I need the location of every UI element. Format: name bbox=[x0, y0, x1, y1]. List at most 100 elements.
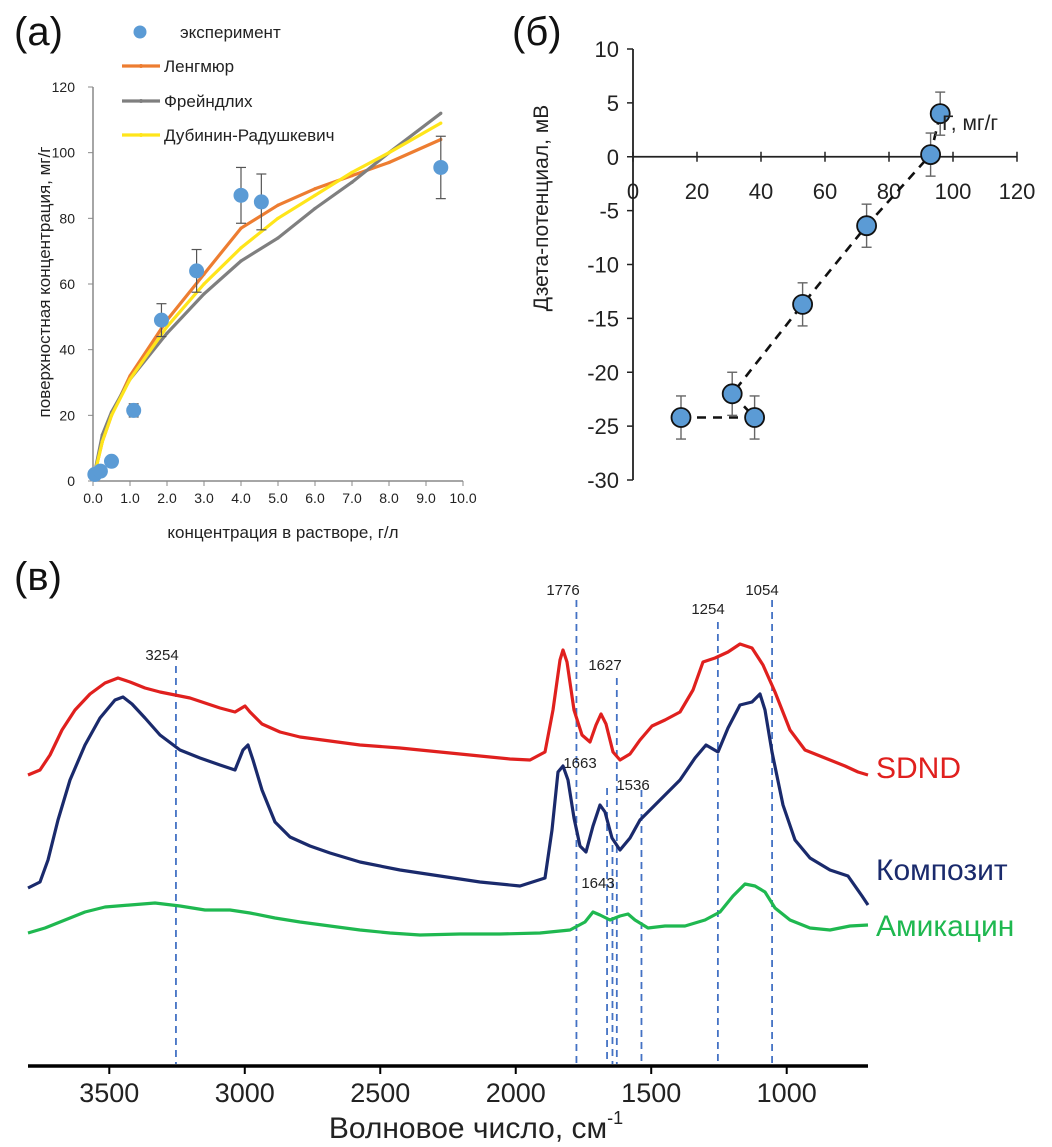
chart-c-peak-lines: 3254 1776 1627 1663 1536 1643 1254 1054 bbox=[145, 582, 779, 1064]
model-marker bbox=[313, 206, 317, 211]
series-amikacin-spectrum bbox=[27, 882, 869, 937]
model-marker bbox=[202, 292, 206, 296]
experiment-point bbox=[92, 463, 108, 479]
chart-b-x-tick-label: 0 bbox=[627, 179, 639, 204]
chart-a-xlabel: концентрация в растворе, г/л bbox=[167, 523, 398, 542]
chart-a-x-tick-label: 1.0 bbox=[120, 490, 140, 506]
chart-b-xlabel: Г, мг/г bbox=[942, 112, 998, 135]
chart-c-series-labels: SDND Композит Амикацин bbox=[876, 752, 1014, 943]
peak-label: 1643 bbox=[581, 875, 614, 892]
model-marker bbox=[276, 216, 280, 220]
chart-a-x-tick-label: 6.0 bbox=[305, 490, 325, 506]
legend-label: Ленгмюр bbox=[164, 57, 234, 76]
chart-a-legend: эксперимент Ленгмюр Фрейндлих Дубинин-Радуш… bbox=[122, 23, 335, 145]
model-marker bbox=[239, 226, 243, 230]
model-marker bbox=[387, 151, 391, 155]
chart-b-ylabel: Дзета-потенциал, мВ bbox=[530, 105, 553, 311]
chart-c-x-tick-label: 2500 bbox=[350, 1078, 410, 1108]
experiment-point bbox=[433, 159, 449, 175]
peak-label: 1663 bbox=[563, 755, 596, 772]
experiment-point bbox=[153, 312, 169, 328]
series-composite-spectrum bbox=[27, 692, 870, 906]
model-marker bbox=[439, 121, 443, 125]
zeta-point bbox=[856, 215, 877, 237]
chart-b-x-tick-label: 100 bbox=[935, 179, 972, 204]
chart-a-x-tick-label: 9.0 bbox=[416, 490, 436, 506]
panel-b-label: (б) bbox=[512, 10, 562, 54]
peak-label: 1627 bbox=[588, 657, 621, 674]
experiment-point bbox=[189, 263, 205, 279]
series-sdnd-spectrum bbox=[27, 642, 869, 777]
model-curve-1 bbox=[91, 138, 442, 482]
chart-a-y-tick-label: 100 bbox=[52, 145, 76, 161]
model-marker bbox=[109, 413, 114, 417]
chart-c-x-tick-label: 2000 bbox=[486, 1078, 546, 1108]
chart-c-x-tick-label: 3000 bbox=[215, 1078, 275, 1108]
chart-a-x-tick-label: 4.0 bbox=[231, 490, 251, 506]
model-curve-3 bbox=[91, 121, 442, 482]
chart-b-x-tick-label: 120 bbox=[999, 179, 1036, 204]
chart-a-x-tick-label: 0.0 bbox=[83, 490, 103, 506]
panel-c-label: (в) bbox=[14, 555, 62, 599]
chart-a-x-tick-label: 3.0 bbox=[194, 490, 214, 506]
label-sdnd: SDND bbox=[876, 752, 961, 785]
chart-b-points bbox=[670, 91, 951, 440]
model-marker bbox=[276, 236, 280, 240]
zeta-point bbox=[792, 293, 813, 315]
label-amikacin: Амикацин bbox=[876, 910, 1014, 943]
chart-b-y-tick-label: 5 bbox=[607, 91, 619, 116]
chart-a-y-tick-label: 0 bbox=[67, 473, 75, 489]
legend-marker-dot-small bbox=[139, 133, 143, 137]
trend-line-path bbox=[681, 113, 942, 419]
chart-a-x-tick-label: 5.0 bbox=[268, 490, 288, 506]
peak-label: 1254 bbox=[691, 601, 724, 618]
chart-c-axis: 3500 3000 2500 2000 1500 1000 bbox=[28, 1064, 868, 1108]
label-composite: Композит bbox=[876, 854, 1008, 887]
model-marker bbox=[100, 440, 104, 444]
peak-label: 1054 bbox=[745, 582, 778, 599]
chart-a-y-tick-label: 40 bbox=[59, 342, 75, 358]
legend-label: Фрейндлих bbox=[164, 92, 253, 111]
legend-label: Дубинин-Радушкевич bbox=[164, 126, 335, 145]
chart-b-y-tick-label: -10 bbox=[587, 253, 619, 278]
zeta-point bbox=[670, 407, 692, 428]
legend-marker-dot-small bbox=[139, 64, 143, 68]
model-marker bbox=[313, 187, 317, 191]
chart-a-x-tick-label: 10.0 bbox=[449, 490, 476, 506]
chart-b-trend-line bbox=[681, 113, 942, 419]
peak-label: 1776 bbox=[546, 582, 579, 599]
chart-a-y-tick-label: 120 bbox=[52, 79, 76, 95]
peak-label: 3254 bbox=[145, 647, 178, 664]
zeta-point bbox=[920, 144, 941, 165]
experiment-point bbox=[126, 402, 142, 418]
model-marker bbox=[350, 174, 354, 178]
model-marker bbox=[239, 259, 243, 263]
chart-c-xlabel: Волновое число, см-1 bbox=[329, 1108, 623, 1145]
chart-c-x-tick-label: 1500 bbox=[621, 1078, 681, 1108]
experiment-point bbox=[233, 187, 249, 203]
chart-b-y-tick-label: -15 bbox=[587, 306, 619, 331]
peak-label: 1536 bbox=[616, 777, 649, 794]
chart-a-experiment-points bbox=[87, 135, 449, 482]
chart-a-y-tick-label: 80 bbox=[59, 210, 75, 226]
chart-b-x-tick-label: 60 bbox=[813, 179, 837, 204]
chart-c-x-tick-label: 1000 bbox=[757, 1078, 817, 1108]
chart-b-y-tick-label: -5 bbox=[599, 199, 619, 224]
model-curve-2 bbox=[91, 112, 442, 482]
model-marker bbox=[202, 282, 206, 286]
model-marker bbox=[276, 203, 280, 207]
chart-b-y-tick-label: -20 bbox=[587, 360, 619, 385]
chart-b-y-tick-label: -30 bbox=[587, 468, 619, 493]
chart-b-y-tick-label: -25 bbox=[587, 414, 619, 439]
chart-b-x-tick-label: 20 bbox=[685, 179, 709, 204]
chart-a-x-tick-label: 8.0 bbox=[379, 490, 399, 506]
chart-a-y-tick-label: 60 bbox=[59, 276, 75, 292]
chart-a-model-curves bbox=[91, 111, 443, 482]
chart-b-y-tick-label: 10 bbox=[595, 37, 619, 62]
legend-label: эксперимент bbox=[180, 23, 281, 42]
chart-b-x-tick-label: 40 bbox=[749, 179, 773, 204]
model-marker bbox=[439, 111, 443, 115]
chart-a-y-tick-label: 20 bbox=[59, 407, 75, 423]
